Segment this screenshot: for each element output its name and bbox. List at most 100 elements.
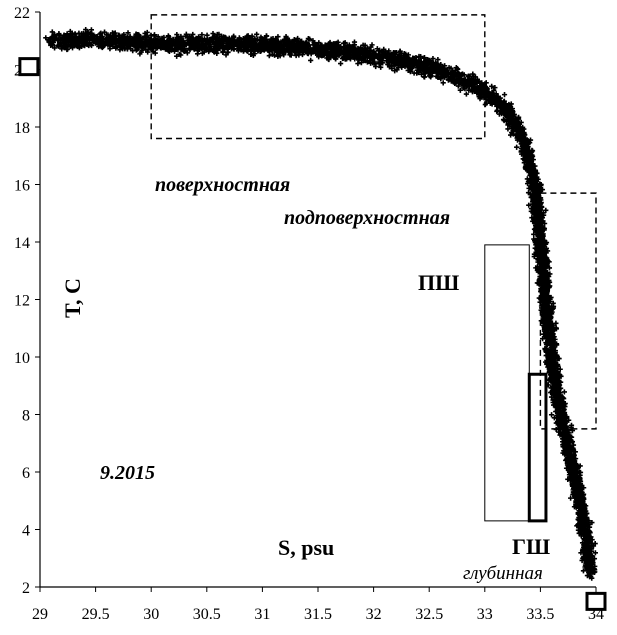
data-point — [492, 101, 498, 107]
data-point — [569, 453, 575, 459]
data-point — [246, 36, 252, 42]
data-point — [543, 276, 549, 283]
data-point — [332, 43, 338, 49]
data-point — [200, 38, 206, 44]
data-point — [392, 59, 398, 65]
data-point — [346, 50, 352, 56]
data-point — [257, 42, 263, 48]
data-point — [385, 58, 391, 64]
x-tick-label: 33 — [477, 606, 493, 623]
data-point — [76, 34, 82, 40]
data-point — [378, 64, 384, 70]
x-tick-label: 30 — [143, 606, 159, 623]
label-pshch: ПШ — [418, 270, 459, 295]
data-point — [558, 385, 564, 391]
data-point — [547, 376, 553, 382]
y-tick-label: 8 — [22, 408, 30, 425]
data-point — [286, 45, 292, 51]
data-point — [549, 331, 556, 337]
data-point — [139, 47, 145, 53]
data-point — [549, 380, 556, 386]
data-point — [551, 415, 557, 421]
data-point — [358, 46, 364, 52]
data-point — [565, 427, 571, 433]
data-point — [235, 38, 241, 44]
label-surface: поверхностная — [155, 174, 290, 196]
y-tick-label: 6 — [22, 465, 30, 482]
data-point — [548, 354, 555, 360]
y-tick-label: 10 — [14, 350, 30, 367]
surface-box — [150, 14, 486, 140]
data-point — [590, 543, 597, 549]
data-point — [275, 34, 281, 40]
data-point — [440, 80, 446, 86]
data-point — [50, 39, 56, 45]
data-point — [470, 80, 476, 87]
data-point — [364, 59, 370, 65]
y-tick-label: 22 — [14, 5, 30, 22]
data-point — [524, 176, 530, 182]
data-point — [472, 83, 478, 89]
data-point — [140, 35, 146, 41]
data-point — [445, 77, 452, 83]
data-point — [190, 31, 196, 38]
data-point — [550, 300, 556, 306]
data-point — [574, 481, 580, 487]
data-point — [520, 147, 526, 153]
data-point — [346, 54, 352, 61]
x-axis-label: S, psu — [278, 535, 334, 560]
data-point — [565, 436, 572, 442]
data-point — [455, 72, 461, 78]
data-point — [555, 380, 561, 386]
data-point — [382, 52, 388, 59]
data-point — [530, 209, 536, 215]
data-point — [452, 67, 459, 73]
data-point — [316, 40, 322, 46]
data-point — [243, 39, 249, 45]
data-point — [418, 59, 424, 65]
data-point — [88, 27, 95, 33]
data-point — [553, 325, 559, 331]
data-point — [550, 369, 556, 375]
data-point — [530, 169, 536, 176]
data-point — [569, 439, 576, 445]
data-point — [355, 60, 361, 67]
data-point — [155, 34, 161, 40]
data-point — [199, 50, 205, 56]
data-point — [413, 55, 419, 61]
data-point — [181, 48, 187, 55]
data-point — [361, 57, 367, 64]
data-point — [288, 48, 295, 54]
data-point — [450, 68, 456, 75]
data-point — [586, 546, 592, 553]
data-point — [162, 39, 168, 45]
data-point — [113, 33, 119, 39]
pshch-box — [484, 244, 530, 522]
data-point — [527, 156, 534, 162]
data-point — [429, 61, 435, 67]
reference-markers — [18, 57, 607, 611]
data-point — [321, 52, 327, 58]
data-point — [375, 53, 381, 59]
data-point — [341, 44, 347, 50]
data-point — [254, 31, 260, 37]
data-point — [147, 45, 153, 51]
data-point — [556, 373, 563, 379]
data-point — [97, 31, 103, 37]
data-point — [214, 50, 220, 56]
data-point — [225, 49, 231, 55]
data-point — [325, 56, 331, 62]
x-tick-label: 33.5 — [526, 606, 554, 623]
data-point — [142, 30, 148, 37]
data-point — [297, 49, 303, 55]
y-tick-label: 18 — [14, 120, 30, 137]
data-point — [528, 165, 534, 172]
data-point — [208, 37, 214, 43]
data-point — [266, 53, 272, 59]
data-point — [588, 573, 594, 580]
data-point — [573, 495, 579, 501]
data-point — [592, 550, 598, 556]
subsurface-box — [539, 192, 597, 430]
